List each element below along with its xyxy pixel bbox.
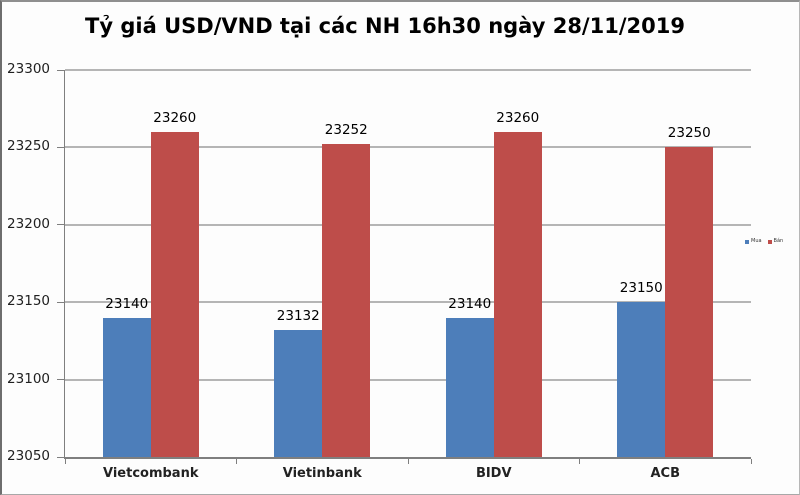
y-axis-tick	[57, 301, 65, 303]
bar-bán-vietinbank	[322, 144, 371, 457]
bar-bán-acb	[665, 147, 714, 457]
y-tick-label: 23250	[7, 138, 50, 155]
bar-value-label: 23140	[105, 295, 149, 312]
bar-bán-vietcombank	[150, 131, 199, 457]
bar-slot: 23260	[493, 70, 542, 457]
bar-value-label: 23252	[324, 122, 368, 139]
bar-slot: 23140	[445, 70, 494, 457]
bar-value-label: 23260	[496, 109, 540, 126]
x-axis-tick	[579, 459, 580, 464]
y-axis-tick	[57, 456, 65, 458]
x-axis-tick	[236, 459, 237, 464]
y-axis-tick	[57, 69, 65, 71]
y-tick-label: 23300	[7, 61, 50, 77]
y-tick-label: 23150	[7, 293, 50, 310]
bar-pair: 23132 23252	[274, 70, 371, 457]
bar-slot: 23132	[274, 70, 323, 457]
legend-label: Bán	[773, 238, 784, 244]
x-axis-tick	[407, 459, 409, 464]
bar-mua-vietcombank	[102, 317, 151, 457]
bar-slot: 23150	[617, 70, 666, 457]
x-category-label: Vietcombank	[103, 466, 199, 481]
x-category-label: BIDV	[475, 466, 512, 481]
chart-title: Tỷ giá USD/VND tại các NH 16h30 ngày 28/…	[85, 14, 685, 38]
y-axis: 23050 23100 23150 23200 23250 23300	[2, 61, 58, 464]
y-axis-tick	[57, 224, 65, 226]
x-axis-tick	[64, 459, 66, 464]
bar-slot: 23260	[150, 70, 199, 457]
y-tick-label: 23200	[7, 215, 50, 232]
bar-slot: 23252	[322, 70, 371, 457]
bar-value-label: 23132	[276, 308, 320, 325]
bar-value-label: 23250	[667, 125, 711, 142]
bar-slot: 23250	[665, 70, 714, 457]
bar-value-label: 23260	[153, 109, 197, 126]
bar-group-vietinbank: 23132 23252 Vietinbank	[237, 70, 409, 481]
legend-item-bán: Bán	[767, 238, 784, 244]
bar-pair: 23140 23260	[102, 70, 199, 457]
legend: Mua Bán	[745, 239, 783, 244]
bar-mua-bidv	[445, 317, 494, 457]
bar-group-acb: 23150 23250 ACB	[580, 70, 752, 481]
bar-value-label: 23140	[448, 295, 492, 312]
y-tick-label: 23050	[7, 448, 50, 464]
bar-group-vietcombank: 23140 23260 Vietcombank	[65, 70, 237, 481]
legend-marker-icon	[745, 239, 749, 244]
x-axis-tick	[750, 459, 752, 464]
bar-slot: 23140	[102, 70, 151, 457]
legend-label: Mua	[751, 238, 762, 244]
bar-bán-bidv	[493, 131, 542, 457]
x-category-label: ACB	[650, 466, 680, 481]
y-tick-label: 23100	[7, 370, 50, 387]
bar-mua-vietinbank	[274, 330, 323, 457]
plot-area: 23140 23260 Vietcombank 23132 23252 Vietinban…	[57, 69, 752, 481]
y-axis-tick	[57, 146, 65, 148]
legend-marker-icon	[767, 239, 772, 244]
bar-group-bidv: 23140 23260 BIDV	[408, 70, 580, 481]
bar-value-label: 23150	[619, 280, 663, 297]
x-category-label: Vietinbank	[282, 466, 362, 481]
bar-pair: 23140 23260	[445, 70, 542, 457]
legend-item-mua: Mua	[745, 239, 762, 244]
y-axis-tick	[57, 379, 65, 381]
bar-pair: 23150 23250	[617, 70, 714, 457]
bar-mua-acb	[617, 302, 666, 457]
